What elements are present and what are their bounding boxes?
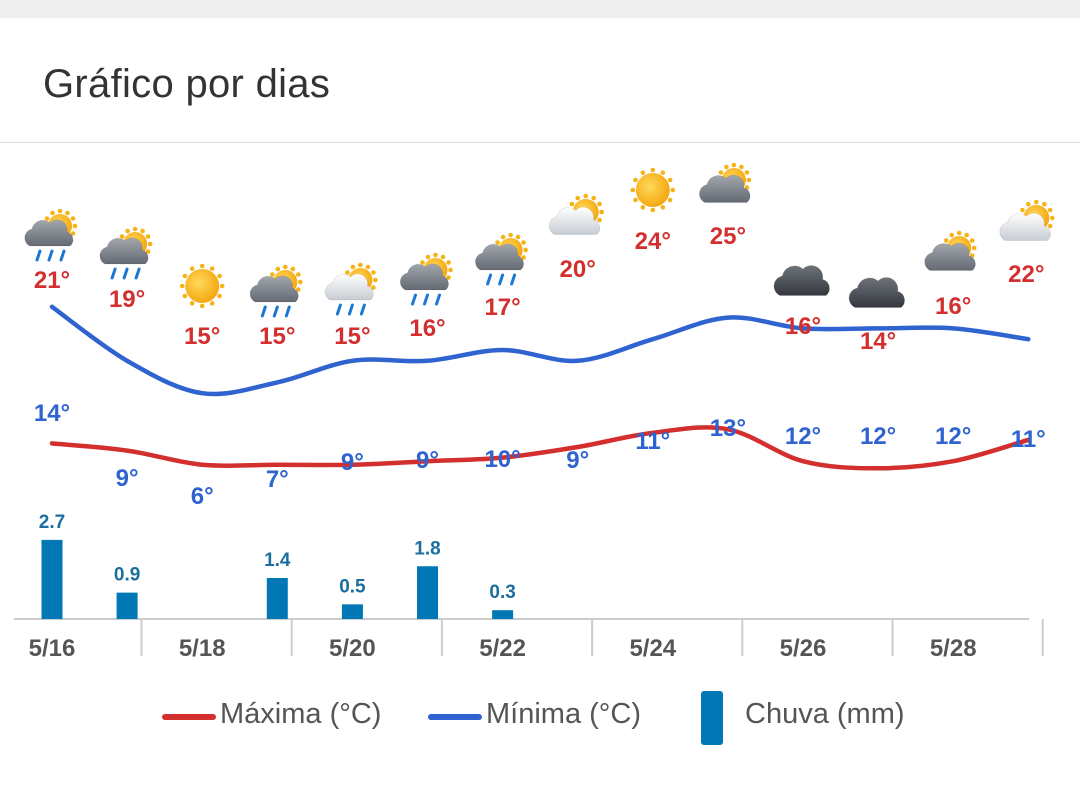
sun-dark-cloud-icon [924,230,977,271]
sun-cloud-icon [548,193,604,235]
sun-cloud-rain-icon [399,252,453,306]
dark-cloud-icon [773,265,830,296]
rain-bar [41,539,63,619]
rain-bar [116,592,138,619]
top-bar [0,0,1080,18]
min-temp-label: 9° [341,449,364,476]
rain-bar [341,604,363,619]
x-tick-label: 5/24 [629,635,676,662]
max-temp-label: 21° [34,267,70,294]
legend-rain-label: Chuva (mm) [745,698,905,730]
x-tick-label: 5/18 [179,635,226,662]
x-tick-label: 5/28 [930,635,977,662]
min-temp-label: 9° [116,465,139,492]
max-temp-label: 22° [1008,261,1044,288]
x-tick-label: 5/20 [329,635,376,662]
sun-cloud-rain-icon [24,208,78,262]
min-temp-label: 12° [785,423,821,450]
legend-min-swatch [428,714,482,720]
min-temp-line [49,304,1031,397]
sun-icon [630,167,676,213]
min-temp-label: 9° [566,447,589,474]
min-temp-label: 12° [935,423,971,450]
max-temp-label: 24° [635,228,671,255]
card-header: Gráfico por dias [0,18,1080,143]
min-temp-label: 12° [860,423,896,450]
page-title: Gráfico por dias [43,62,331,106]
rain-value-label: 0.5 [339,576,366,597]
max-temp-label: 15° [259,323,295,350]
dark-cloud-icon [848,277,906,308]
min-temp-label: 14° [34,400,70,427]
x-tick-label: 5/26 [780,635,827,662]
max-temp-label: 16° [935,293,971,320]
legend-max-swatch [162,714,216,720]
rain-value-label: 0.9 [114,565,140,586]
max-temp-label: 15° [334,323,370,350]
rain-bar [492,610,514,619]
sun-cloud-rain-icon [99,226,153,280]
max-temp-label: 15° [184,323,220,350]
rain-bar [266,577,288,619]
min-temp-label: 11° [1011,426,1046,453]
min-temp-label: 11° [635,428,670,455]
max-temp-label: 16° [785,313,821,340]
min-temp-label: 10° [484,446,520,473]
sun-cloud-icon [999,199,1055,241]
x-tick-label: 5/22 [479,635,526,662]
legend-max-label: Máxima (°C) [220,698,382,730]
max-temp-label: 14° [860,328,896,355]
max-temp-label: 16° [409,315,445,342]
sun-icon [179,263,225,309]
rain-value-label: 0.3 [489,582,515,603]
sun-dark-cloud-icon [698,162,752,203]
legend-rain-swatch [701,691,723,745]
max-temp-label: 25° [710,223,746,250]
daily-forecast-chart: 5/16 5/18 5/20 5/22 5/24 5/26 5/28 2.7 0.9 1.4 0.5… [14,162,1055,662]
min-temp-label: 6° [191,483,214,510]
sun-cloud-rain-icon [249,264,303,318]
legend-min-label: Mínima (°C) [486,698,641,730]
min-temp-label: 7° [266,466,289,493]
max-temp-label: 20° [560,256,596,283]
min-temp-label: 13° [710,415,746,442]
rain-value-label: 1.8 [414,538,440,559]
max-temp-label: 19° [109,286,145,313]
rain-value-label: 1.4 [264,550,291,571]
min-temp-label: 9° [416,447,439,474]
max-temp-line [49,425,1031,471]
rain-value-label: 2.7 [39,512,65,533]
max-temp-label: 17° [484,294,520,321]
sun-cloud-rain-icon [474,232,528,286]
x-tick-label: 5/16 [29,635,76,662]
rain-bar [417,566,438,619]
chart-legend: Máxima (°C) Mínima (°C) Chuva (mm) [0,688,1080,748]
sun-cloud-light-rain-icon [324,262,378,316]
